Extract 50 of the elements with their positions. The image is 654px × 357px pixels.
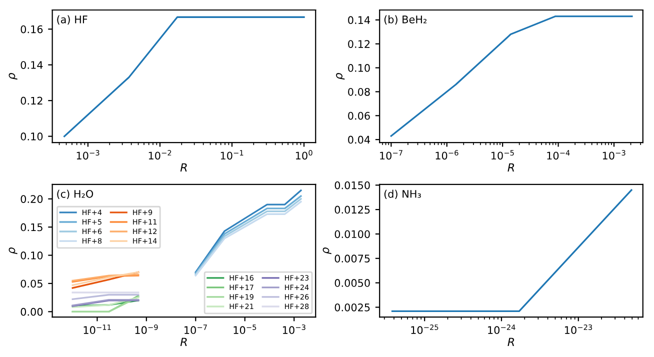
x-tick-label: 10$^{−9}$ (135, 324, 158, 334)
y-tick-label: 0.10 (348, 64, 370, 72)
y-tick-label: 0.12 (20, 96, 42, 105)
x-tick-label: 10$^{−23}$ (564, 324, 592, 334)
x-tick-label: 10$^{−7}$ (184, 324, 207, 334)
y-tick-label: 0.04 (348, 136, 370, 144)
y-tick-label: 0.0100 (334, 230, 370, 238)
y-axis-title: ρ (322, 248, 332, 254)
x-tick-label: 10$^{−3}$ (76, 150, 100, 160)
y-tick-label: 0.0125 (334, 206, 370, 214)
x-tick-label: 10$^{0}$ (296, 150, 312, 160)
x-tick-label: 10$^{−25}$ (411, 324, 438, 334)
y-tick-label: 0.20 (20, 195, 43, 203)
y-axis-title: ρ (336, 73, 345, 80)
x-axis-title: R (508, 163, 514, 172)
y-tick-label: 0.16 (20, 25, 43, 34)
y-axis-title: ρ (8, 248, 18, 254)
y-tick-label: 0.0025 (334, 303, 370, 312)
x-tick-label: 10$^{−4}$ (547, 150, 570, 160)
x-tick-label: 10$^{−2}$ (148, 150, 172, 160)
x-axis-title: R (180, 338, 187, 346)
y-tick-label: 0.08 (348, 88, 370, 96)
y-tick-label: 0.0050 (334, 279, 370, 287)
y-tick-label: 0.14 (20, 61, 43, 69)
x-tick-label: 10$^{−5}$ (491, 150, 514, 160)
chart-title: (a) HF (57, 15, 88, 25)
y-tick-label: 0.12 (348, 40, 370, 48)
y-tick-label: 0.0075 (334, 254, 370, 263)
chart-title: (b) BeH₂ (384, 15, 426, 25)
x-axis-title: R (180, 163, 187, 172)
y-tick-label: 0.00 (20, 308, 43, 316)
y-tick-label: 0.15 (20, 223, 42, 232)
y-tick-label: 0.10 (20, 252, 43, 260)
y-tick-label: 0.06 (348, 112, 370, 120)
y-axis-title: ρ (8, 73, 18, 80)
x-tick-label: 10$^{−3}$ (602, 150, 626, 160)
y-tick-label: 0.14 (348, 16, 370, 24)
x-tick-label: 10$^{−24}$ (488, 324, 516, 334)
x-tick-label: 10$^{−6}$ (436, 150, 458, 160)
x-tick-label: 10$^{−3}$ (282, 324, 306, 334)
chart-title: (c) H₂O (57, 190, 94, 200)
chart-title: (d) NH₃ (384, 190, 421, 200)
x-axis-title: R (508, 338, 514, 346)
y-tick-label: 0.0150 (334, 181, 370, 190)
x-tick-label: 10$^{−7}$ (380, 150, 402, 160)
x-tick-label: 10$^{−11}$ (84, 324, 111, 334)
y-tick-label: 0.05 (20, 280, 42, 288)
x-tick-label: 10$^{−5}$ (234, 324, 256, 334)
x-tick-label: 10$^{−1}$ (220, 150, 244, 160)
y-tick-label: 0.10 (20, 132, 43, 140)
